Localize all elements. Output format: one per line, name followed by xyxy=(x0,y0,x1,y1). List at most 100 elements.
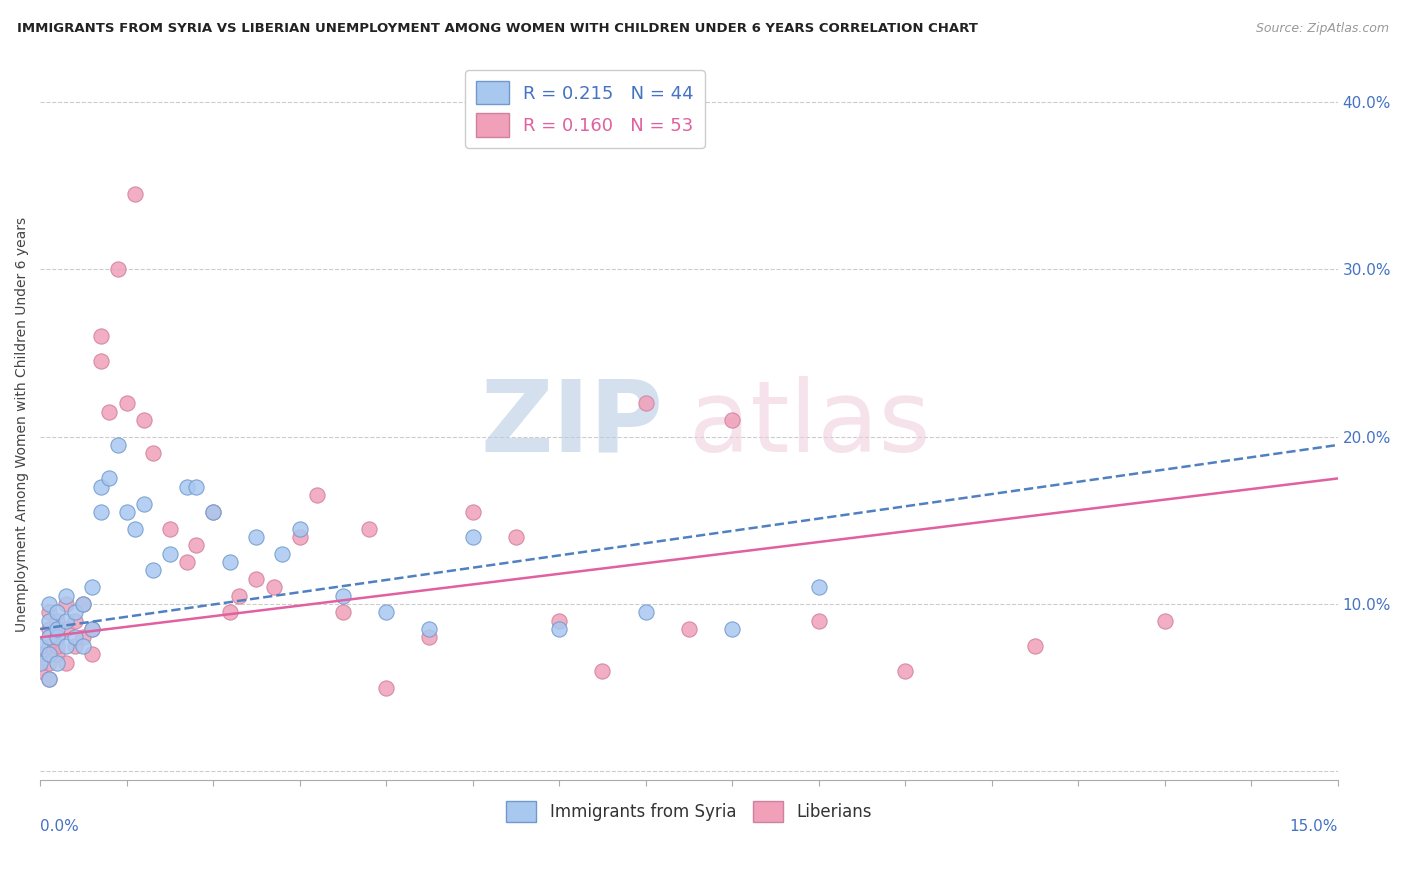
Point xyxy=(38,622,60,636)
Point xyxy=(176,480,198,494)
Point xyxy=(124,522,146,536)
Point xyxy=(375,681,398,695)
Point xyxy=(305,488,328,502)
Point xyxy=(46,631,69,645)
Point xyxy=(90,480,112,494)
Point xyxy=(72,597,94,611)
Point xyxy=(90,354,112,368)
Point xyxy=(55,614,77,628)
Point xyxy=(461,530,484,544)
Point xyxy=(228,589,250,603)
Point xyxy=(30,647,52,661)
Point xyxy=(1153,614,1175,628)
Point xyxy=(46,614,69,628)
Point xyxy=(80,647,103,661)
Point xyxy=(678,622,700,636)
Point xyxy=(548,622,571,636)
Point xyxy=(807,614,830,628)
Text: atlas: atlas xyxy=(689,376,931,473)
Point xyxy=(634,396,657,410)
Point xyxy=(505,530,527,544)
Point xyxy=(55,639,77,653)
Point xyxy=(184,480,207,494)
Point xyxy=(202,505,225,519)
Point xyxy=(219,555,242,569)
Point xyxy=(80,622,103,636)
Point xyxy=(80,580,103,594)
Point xyxy=(46,647,69,661)
Text: 0.0%: 0.0% xyxy=(41,819,79,834)
Point xyxy=(72,639,94,653)
Text: ZIP: ZIP xyxy=(479,376,662,473)
Point xyxy=(55,656,77,670)
Point xyxy=(184,538,207,552)
Point xyxy=(461,505,484,519)
Point xyxy=(107,262,129,277)
Point xyxy=(245,572,267,586)
Point xyxy=(357,522,380,536)
Point xyxy=(38,639,60,653)
Point xyxy=(132,497,155,511)
Point xyxy=(219,605,242,619)
Point xyxy=(38,656,60,670)
Point xyxy=(38,672,60,686)
Point xyxy=(418,622,440,636)
Point xyxy=(894,664,917,678)
Point xyxy=(98,404,121,418)
Point xyxy=(90,505,112,519)
Point xyxy=(418,631,440,645)
Point xyxy=(46,605,69,619)
Point xyxy=(63,605,86,619)
Point xyxy=(115,505,138,519)
Point xyxy=(142,446,165,460)
Point xyxy=(548,614,571,628)
Point xyxy=(38,631,60,645)
Point xyxy=(159,522,181,536)
Point xyxy=(38,597,60,611)
Point xyxy=(98,471,121,485)
Point xyxy=(80,622,103,636)
Point xyxy=(46,631,69,645)
Text: IMMIGRANTS FROM SYRIA VS LIBERIAN UNEMPLOYMENT AMONG WOMEN WITH CHILDREN UNDER 6: IMMIGRANTS FROM SYRIA VS LIBERIAN UNEMPL… xyxy=(17,22,977,36)
Point xyxy=(72,597,94,611)
Point xyxy=(142,564,165,578)
Y-axis label: Unemployment Among Women with Children Under 6 years: Unemployment Among Women with Children U… xyxy=(15,217,30,632)
Point xyxy=(63,614,86,628)
Point xyxy=(55,589,77,603)
Point xyxy=(721,413,744,427)
Point xyxy=(30,664,52,678)
Point xyxy=(55,622,77,636)
Point xyxy=(30,656,52,670)
Point xyxy=(132,413,155,427)
Point xyxy=(55,597,77,611)
Point xyxy=(1024,639,1046,653)
Point xyxy=(72,631,94,645)
Point xyxy=(30,639,52,653)
Point xyxy=(202,505,225,519)
Point xyxy=(63,639,86,653)
Text: Source: ZipAtlas.com: Source: ZipAtlas.com xyxy=(1256,22,1389,36)
Point xyxy=(46,639,69,653)
Point xyxy=(375,605,398,619)
Point xyxy=(332,589,354,603)
Point xyxy=(591,664,613,678)
Point xyxy=(46,656,69,670)
Point xyxy=(807,580,830,594)
Point xyxy=(288,522,311,536)
Point xyxy=(46,622,69,636)
Point xyxy=(38,605,60,619)
Point xyxy=(63,631,86,645)
Legend: Immigrants from Syria, Liberians: Immigrants from Syria, Liberians xyxy=(499,795,879,828)
Point xyxy=(721,622,744,636)
Point xyxy=(38,614,60,628)
Point xyxy=(115,396,138,410)
Point xyxy=(107,438,129,452)
Text: 15.0%: 15.0% xyxy=(1289,819,1337,834)
Point xyxy=(245,530,267,544)
Point xyxy=(90,329,112,343)
Point xyxy=(288,530,311,544)
Point xyxy=(159,547,181,561)
Point xyxy=(38,647,60,661)
Point xyxy=(176,555,198,569)
Point xyxy=(38,672,60,686)
